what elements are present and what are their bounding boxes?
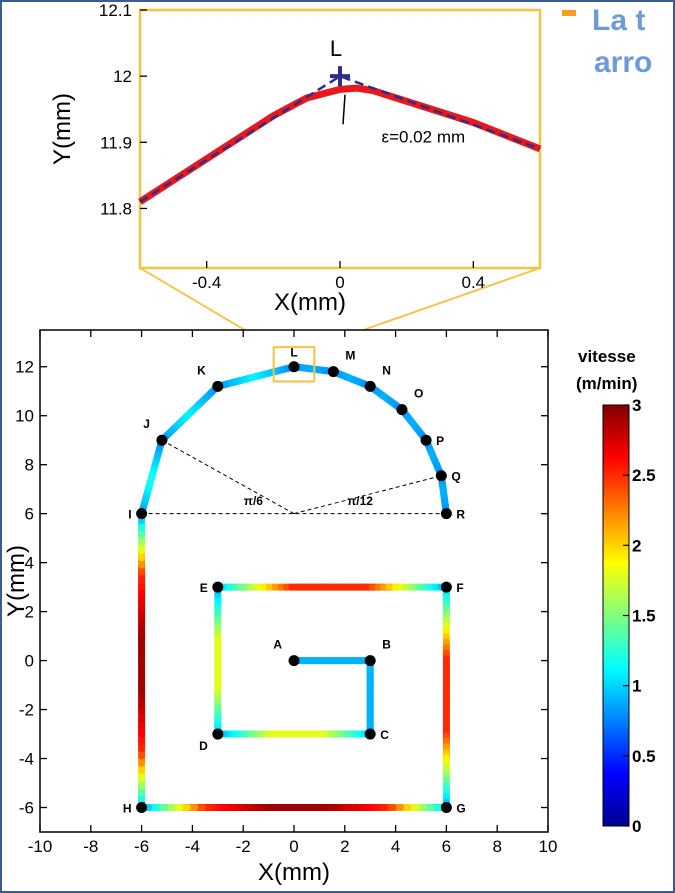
- colorbar-tick-label: 1.5: [632, 607, 656, 626]
- path-point-label-M: M: [345, 349, 355, 363]
- colorbar-tick-label: 2.5: [632, 466, 656, 485]
- title-bullet: [562, 10, 576, 16]
- main-y-tick-label: 8: [25, 456, 34, 475]
- main-x-tick-label: 4: [391, 837, 400, 856]
- main-x-tick-label: -6: [134, 837, 149, 856]
- path-point-label-K: K: [197, 363, 206, 377]
- path-point-R: [440, 508, 452, 520]
- main-x-tick-label: 0: [289, 837, 298, 856]
- colorbar-tick-label: 0: [632, 817, 641, 836]
- inset-x-tick-label: 0: [335, 273, 344, 292]
- tolerance-leader: [342, 94, 346, 125]
- path-point-E: [212, 581, 224, 593]
- colorbar-tick-label: 3: [632, 396, 641, 415]
- main-y-tick-label: -2: [19, 701, 34, 720]
- main-y-tick-label: 10: [15, 407, 34, 426]
- main-chart: -10 -8 -6 -4 -2 0 2 4 6 8 10 -6 -4 -2 0 2 4 6 8 10 12 X(mm) Y(…: [3, 329, 558, 886]
- path-point-H: [136, 802, 148, 814]
- path-point-P: [420, 434, 432, 446]
- inset-chart: -0.4 0 0.4 11.8 11.9 12 12.1 X(mm) Y(mm) Lε=0.02 …: [49, 1, 542, 316]
- main-x-tick-label: -10: [28, 837, 53, 856]
- main-x-tick-label: -2: [236, 837, 251, 856]
- colorbar-tick-label: 2: [632, 536, 641, 555]
- path-point-label-B: B: [382, 638, 391, 652]
- main-y-tick-label: 4: [25, 554, 34, 573]
- inset-programmed-path: [139, 74, 541, 203]
- path-point-J: [156, 434, 168, 446]
- inset-x-tick-label: -0.4: [192, 273, 221, 292]
- construction-line: [293, 475, 442, 515]
- path-point-O: [396, 404, 408, 416]
- path-point-label-I: I: [128, 508, 131, 522]
- colorbar-title-line2: (m/min): [576, 374, 637, 393]
- main-y-tick-label: 0: [25, 652, 34, 671]
- path-point-label-A: A: [273, 638, 282, 652]
- main-x-tick-label: 10: [539, 837, 558, 856]
- path-point-label-R: R: [456, 508, 465, 522]
- inset-x-axis-label: X(mm): [274, 289, 346, 316]
- path-point-label-O: O: [414, 387, 423, 401]
- main-plot-frame: [39, 329, 549, 833]
- main-y-tick-label: 6: [25, 505, 34, 524]
- angle-label: π/6: [244, 494, 264, 508]
- main-y-tick-label: -4: [19, 750, 34, 769]
- colorbar: vitesse (m/min) 0 0.5 1 1.5 2 2.5 3: [576, 347, 656, 836]
- main-x-tick-label: 8: [492, 837, 501, 856]
- path-point-label-D: D: [199, 739, 208, 753]
- path-point-label-Q: Q: [451, 470, 460, 484]
- path-point-C: [364, 728, 376, 740]
- path-point-label-L: L: [290, 346, 297, 360]
- inset-y-tick-label: 11.9: [100, 133, 132, 152]
- main-x-tick-label: -4: [185, 837, 200, 856]
- slide-title-fragment-2: arro: [594, 46, 652, 79]
- main-x-tick-label: 6: [442, 837, 451, 856]
- path-point-label-F: F: [456, 581, 463, 595]
- path-point-label-J: J: [143, 417, 150, 431]
- path-point-M: [327, 366, 339, 378]
- path-point-B: [364, 655, 376, 667]
- path-point-L: [288, 361, 300, 373]
- path-point-label-G: G: [456, 802, 465, 816]
- main-x-tick-label: -8: [83, 837, 98, 856]
- slide-title-fragment-1: La t: [592, 4, 645, 37]
- main-y-axis-label: Y(mm): [3, 545, 30, 617]
- colorbar-title-line1: vitesse: [578, 347, 636, 366]
- inset-y-tick-label: 12: [113, 67, 132, 86]
- colorbar-tick-label: 0.5: [632, 747, 656, 766]
- main-x-axis-label: X(mm): [258, 859, 330, 886]
- angle-label: π/12: [347, 494, 373, 508]
- main-y-tick-label: 12: [15, 358, 34, 377]
- path-point-label-N: N: [382, 363, 391, 377]
- path-point-N: [364, 380, 376, 392]
- path-point-Q: [435, 470, 447, 482]
- inset-y-tick-label: 12.1: [99, 1, 132, 20]
- main-y-tick-label: 2: [25, 603, 34, 622]
- inset-x-tick-label: 0.4: [462, 273, 486, 292]
- main-x-tick-label: 2: [340, 837, 349, 856]
- path-point-label-C: C: [380, 728, 389, 742]
- main-y-tick-label: -6: [19, 799, 34, 818]
- path-point-D: [212, 728, 224, 740]
- zoom-box: [272, 346, 316, 383]
- path-point-I: [136, 508, 148, 520]
- path-point-A: [288, 655, 300, 667]
- path-point-label-H: H: [123, 802, 132, 816]
- tolerance-label: ε=0.02 mm: [382, 127, 466, 146]
- path-point-G: [440, 802, 452, 814]
- path-point-F: [440, 581, 452, 593]
- inset-y-tick-label: 11.8: [100, 199, 132, 218]
- inset-point-label: L: [330, 36, 342, 61]
- path-point-label-P: P: [436, 434, 444, 448]
- path-point-K: [212, 380, 224, 392]
- inset-plot-frame: [138, 8, 542, 270]
- colorbar-tick-label: 1: [632, 677, 641, 696]
- path-point-label-E: E: [200, 581, 208, 595]
- inset-y-axis-label: Y(mm): [49, 93, 76, 165]
